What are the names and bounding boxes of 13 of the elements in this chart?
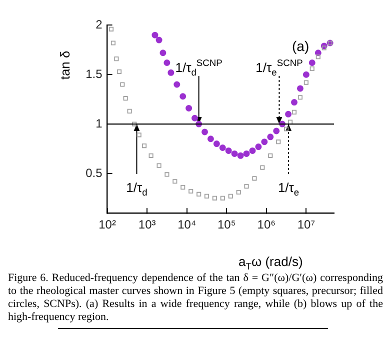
y-tick-label: 2 <box>96 18 103 32</box>
x-tick-label: 10⁷ <box>297 218 316 232</box>
caption: Figure 6. Reduced-frequency dependence of the tan δ = G″(ω)/G′(ω) corresponding to the rheological master curves shown in Figure 5 (empty squares, precursor; filled circles, SCNPs). (a) Results in a wide frequency range, while (b) blows up of the high-frequency region. <box>8 272 383 324</box>
x-tick-label: 10³ <box>138 218 156 232</box>
annotation: (a) <box>292 38 310 54</box>
y-tick-label: 0.5 <box>86 166 103 180</box>
x-tick-label: 10⁶ <box>257 218 276 232</box>
y-tick-label: 1 <box>96 116 103 130</box>
y-axis-title: tan δ <box>57 50 72 80</box>
x-tick-label: 10⁵ <box>217 218 236 232</box>
y-tick-label: 1.5 <box>86 66 103 81</box>
x-tick-label: 10⁴ <box>178 218 196 232</box>
x-tick-label: 10² <box>98 218 116 232</box>
